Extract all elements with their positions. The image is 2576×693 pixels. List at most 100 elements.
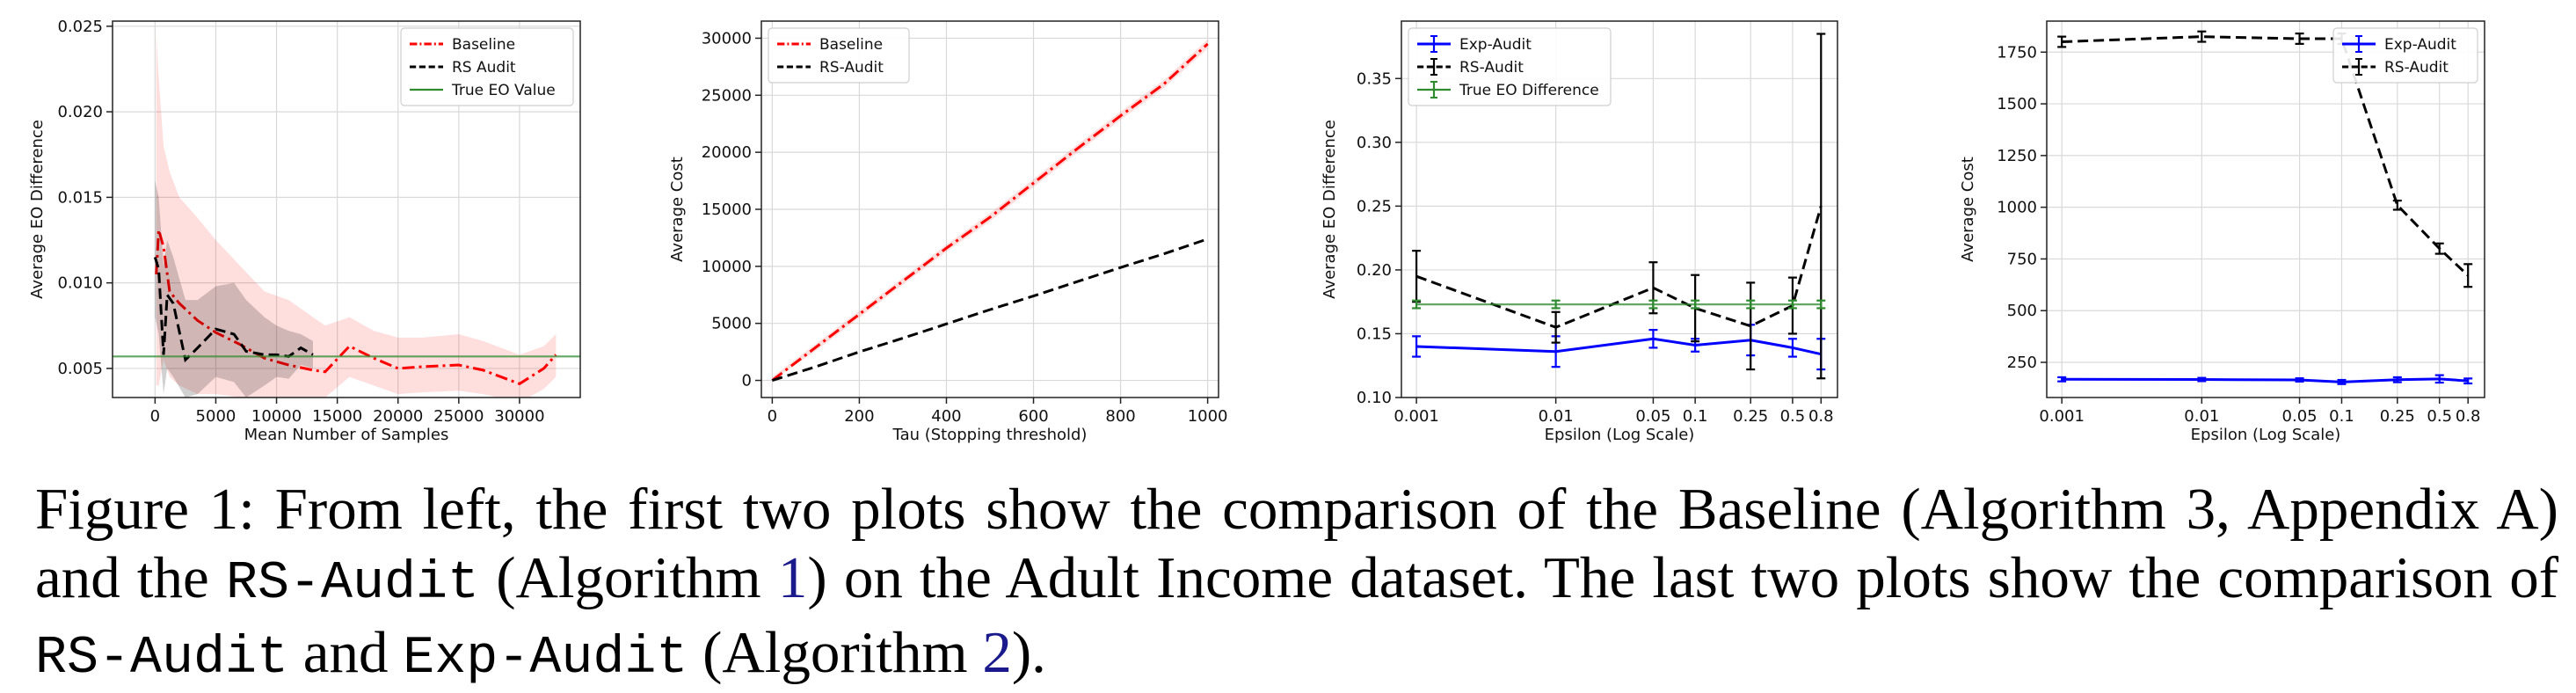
- y-axis-label: Average EO Difference: [28, 120, 47, 299]
- legend-box: [400, 27, 574, 106]
- legend-label: Baseline: [819, 36, 883, 54]
- series-rs-audit-line: [771, 237, 1209, 382]
- axes-frame: [2046, 20, 2485, 398]
- y-tick-label: 0.35: [1357, 69, 1392, 88]
- x-axis-label: Tau (Stopping threshold): [892, 426, 1088, 444]
- x-tick-label: 0.001: [2039, 407, 2085, 426]
- legend: Exp-Audit RS-Audit True EO Difference: [1408, 27, 1612, 106]
- plot-area: [1412, 33, 1826, 380]
- x-tick-label: 0.25: [2380, 407, 2415, 426]
- legend-box: [768, 27, 910, 84]
- x-tick-label: 200: [844, 407, 874, 426]
- y-tick-label: 0.30: [1357, 134, 1392, 152]
- y-tick-label: 0.005: [57, 360, 103, 378]
- series-rs-audit-line: [2062, 35, 2470, 277]
- axes-frame: [1401, 20, 1838, 398]
- caption-text-4: and: [288, 620, 404, 685]
- y-axis-label: Average Cost: [1959, 157, 1977, 262]
- axes-frame: [112, 20, 581, 398]
- caption-text-6: ).: [1011, 620, 1046, 685]
- legend-label: Baseline: [452, 36, 515, 54]
- legend-label: RS-Audit: [2384, 59, 2449, 77]
- series-baseline-line: [771, 42, 1209, 382]
- series-baseline-line: [155, 229, 557, 386]
- figure-caption: Figure 1: From left, the first two plots…: [35, 475, 2558, 693]
- x-axis-label: Epsilon (Log Scale): [1545, 426, 1695, 444]
- legend-label: True EO Difference: [1459, 82, 1599, 99]
- caption-text-2: (Algorithm: [479, 545, 778, 610]
- chart-1: 0 5000 10000 15000 20000 25000 30000 0.005 0.010…: [28, 18, 581, 444]
- y-tick-label: 0: [742, 372, 752, 390]
- x-tick-label: 600: [1018, 407, 1048, 426]
- x-tick-label: 0: [150, 407, 160, 426]
- chart-2: 0 200 400 600 800 100005000100001500020000250…: [668, 20, 1228, 444]
- series-rs-audit-band: [155, 179, 313, 398]
- caption-code-rs-audit: RS-Audit: [225, 554, 480, 614]
- figure-charts: 0 5000 10000 15000 20000 25000 300000.0050.010…: [28, 18, 2485, 444]
- legend-label: Exp-Audit: [2384, 36, 2456, 54]
- caption-ref-algorithm-1[interactable]: 1: [777, 545, 808, 610]
- x-tick-label: 0.8: [1808, 407, 1834, 426]
- x-tick-label: 0.05: [2282, 407, 2318, 426]
- y-tick-label: 1000: [1997, 199, 2037, 217]
- legend-label: RS Audit: [452, 59, 516, 77]
- x-tick-label: 0.5: [2427, 407, 2452, 426]
- caption-ref-algorithm-2[interactable]: 2: [982, 620, 1012, 685]
- x-tick-label: 0.25: [1733, 407, 1768, 426]
- x-tick-label: 30000: [494, 407, 544, 426]
- x-tick-label: 0.01: [2184, 407, 2219, 426]
- y-tick-label: 0.25: [1357, 197, 1392, 215]
- x-tick-label: 0.05: [1635, 407, 1670, 426]
- y-tick-label: 25000: [702, 86, 752, 105]
- y-tick-label: 30000: [702, 29, 752, 47]
- x-axis-label: Mean Number of Samples: [244, 426, 449, 444]
- x-tick-label: 1000: [1188, 407, 1228, 426]
- y-tick-label: 10000: [702, 258, 752, 276]
- legend-label: RS-Audit: [819, 59, 884, 77]
- x-tick-label: 20000: [373, 407, 423, 426]
- legend: Baseline RS-Audit: [768, 27, 910, 84]
- legend-box: [1408, 27, 1612, 106]
- y-tick-label: 0.015: [57, 188, 103, 207]
- caption-code-exp-audit: Exp-Audit: [403, 629, 688, 689]
- series-exp-audit-line: [1416, 337, 1822, 356]
- y-tick-label: 0.10: [1357, 389, 1392, 407]
- series-baseline-band: [156, 34, 557, 398]
- x-tick-label: 15000: [312, 407, 362, 426]
- y-tick-label: 500: [2007, 302, 2037, 320]
- caption-code-rs-audit-2: RS-Audit: [35, 629, 289, 689]
- legend-label: Exp-Audit: [1459, 36, 1532, 54]
- legend: Exp-Audit RS-Audit: [2332, 27, 2478, 84]
- y-tick-label: 1250: [1997, 147, 2037, 165]
- caption-text-3: ) on the Adult Income dataset. The last …: [807, 545, 2559, 610]
- y-tick-label: 5000: [711, 315, 752, 333]
- series-exp-audit-line: [2062, 377, 2469, 383]
- y-axis-label: Average EO Difference: [1321, 120, 1339, 299]
- x-tick-label: 0.5: [1780, 407, 1806, 426]
- legend-label: True EO Value: [451, 82, 556, 99]
- y-tick-label: 0.020: [57, 103, 103, 121]
- caption-text-1: Figure 1: From left, the first two plots…: [35, 477, 2558, 610]
- y-tick-label: 1750: [1997, 43, 2037, 62]
- x-tick-label: 800: [1105, 407, 1135, 426]
- caption-text-5: (Algorithm: [688, 620, 983, 685]
- x-axis-label: Epsilon (Log Scale): [2191, 426, 2341, 444]
- plot-area: [113, 34, 580, 398]
- x-tick-label: 25000: [433, 407, 484, 426]
- chart-3: 0.001 0.01 0.05 0.1 0.25 0.5 0.8 0.10 0.15 0.20 0.…: [1321, 20, 1838, 444]
- y-tick-label: 750: [2007, 250, 2037, 268]
- series-rs-audit-line: [1415, 205, 1823, 329]
- x-tick-label: 0.001: [1394, 407, 1439, 426]
- y-tick-label: 1500: [1997, 95, 2037, 113]
- y-tick-label: 250: [2007, 354, 2037, 372]
- x-tick-label: 0.01: [1539, 407, 1574, 426]
- x-tick-label: 0.1: [2329, 407, 2354, 426]
- x-tick-label: 0.1: [1683, 407, 1708, 426]
- legend: Baseline RS Audit True EO Value: [400, 27, 574, 106]
- series-baseline-band: [772, 39, 1208, 381]
- x-tick-label: 400: [931, 407, 961, 426]
- y-tick-label: 0.20: [1357, 261, 1392, 280]
- x-tick-label: 10000: [251, 407, 302, 426]
- y-axis-label: Average Cost: [668, 157, 687, 262]
- plot-area: [771, 39, 1209, 382]
